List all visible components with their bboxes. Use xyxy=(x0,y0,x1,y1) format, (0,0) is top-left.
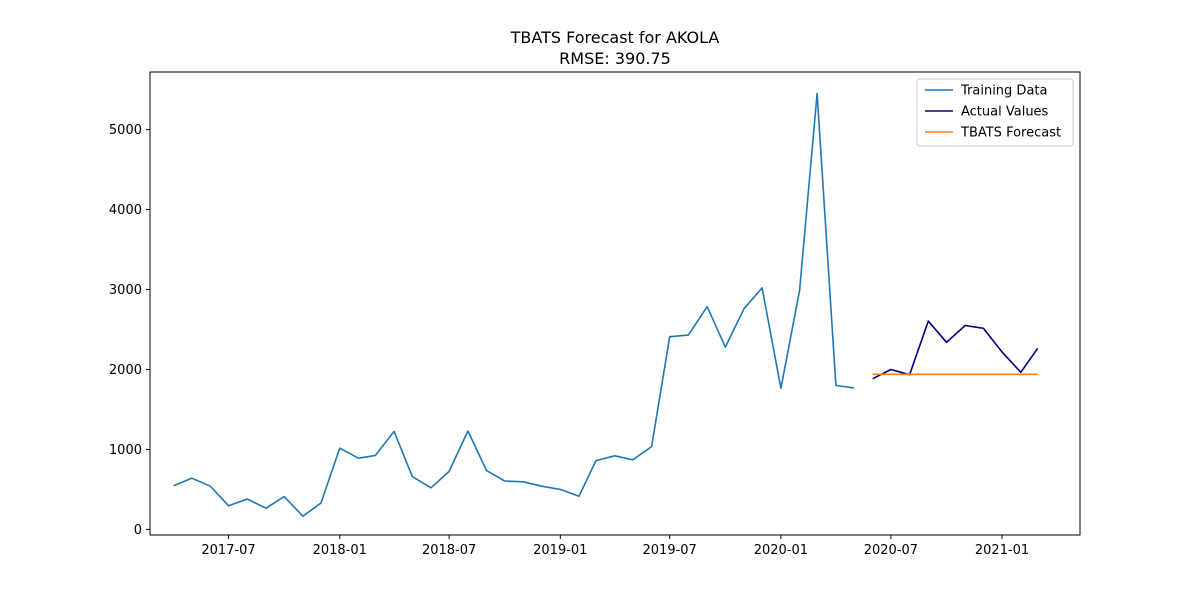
y-tick-label: 1000 xyxy=(109,443,142,458)
chart-subtitle: RMSE: 390.75 xyxy=(559,49,671,68)
x-tick-label: 2020-07 xyxy=(864,543,918,558)
y-axis: 0 1000 2000 3000 4000 5000 xyxy=(109,123,150,538)
legend-label-tbats-forecast: TBATS Forecast xyxy=(960,126,1061,141)
legend-label-training-data: Training Data xyxy=(960,84,1047,99)
y-tick-label: 5000 xyxy=(109,123,142,138)
legend: Training Data Actual Values TBATS Forecast xyxy=(916,78,1074,147)
x-tick-label: 2019-01 xyxy=(533,543,587,558)
y-tick-label: 4000 xyxy=(109,203,142,218)
y-tick-label: 0 xyxy=(134,523,142,538)
x-tick-label: 2018-01 xyxy=(313,543,367,558)
x-axis: 2017-07 2018-01 2018-07 2019-01 2019-07 2020-… xyxy=(201,535,1029,558)
plot-series xyxy=(173,92,1039,518)
series-line-actual-values xyxy=(872,320,1039,380)
x-tick-label: 2017-07 xyxy=(201,543,255,558)
x-tick-label: 2021-01 xyxy=(975,543,1029,558)
legend-box xyxy=(916,78,1074,147)
x-tick-label: 2020-01 xyxy=(754,543,808,558)
plot-frame xyxy=(149,71,1081,536)
y-tick-label: 2000 xyxy=(109,363,142,378)
x-tick-label: 2018-07 xyxy=(422,543,476,558)
chart-title: TBATS Forecast for AKOLA xyxy=(510,28,720,47)
x-tick-label: 2019-07 xyxy=(643,543,697,558)
legend-label-actual-values: Actual Values xyxy=(961,105,1049,120)
y-tick-label: 3000 xyxy=(109,283,142,298)
series-line-training-data xyxy=(173,92,855,518)
